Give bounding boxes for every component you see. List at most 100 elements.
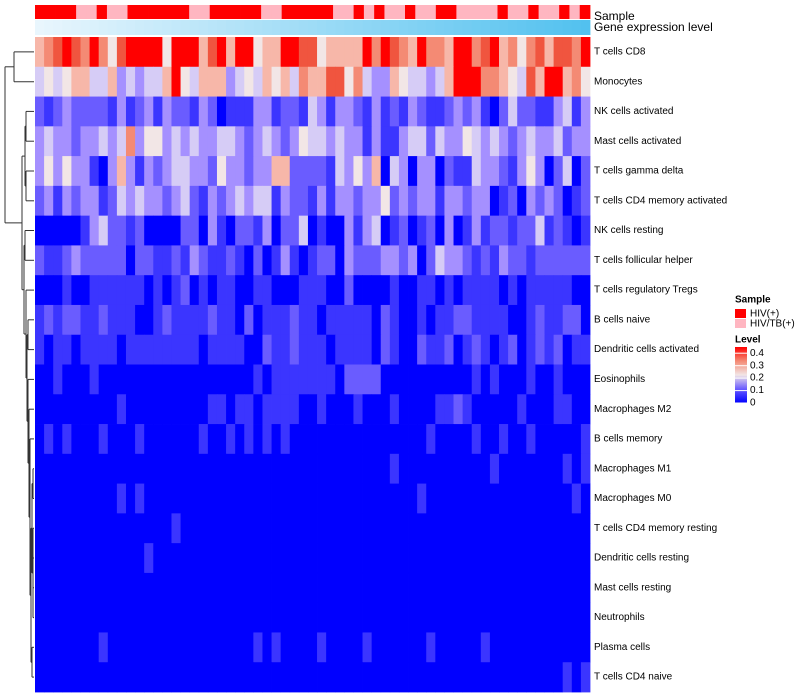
heatmap-cell — [335, 334, 345, 365]
heatmap-cell — [71, 394, 81, 425]
heatmap-cell — [508, 126, 518, 157]
heatmap-cell — [262, 424, 272, 455]
heatmap-cell — [153, 424, 163, 455]
heatmap-cell — [371, 513, 382, 544]
heatmap-cell — [380, 483, 391, 514]
heatmap-cell — [44, 483, 54, 514]
sample-legend-entries: HIV(+)HIV/TB(+) — [735, 309, 795, 330]
heatmap-cell — [44, 424, 54, 455]
heatmap-cell — [489, 662, 500, 693]
row-label: T cells regulatory Tregs — [594, 285, 698, 296]
sample-annotation-cell — [405, 5, 416, 19]
heatmap-cell — [508, 96, 518, 127]
heatmap-cell — [389, 185, 400, 217]
heatmap-cell — [216, 96, 227, 127]
heatmap-cell — [344, 215, 354, 246]
heatmap-cell — [489, 424, 500, 455]
heatmap-cell — [89, 364, 100, 395]
heatmap-cell — [289, 602, 300, 633]
gene-annotation-cell — [480, 20, 491, 35]
heatmap-cell — [508, 602, 518, 633]
heatmap-cell — [462, 513, 473, 544]
heatmap-cell — [580, 215, 591, 246]
heatmap-cell — [517, 275, 527, 306]
gene-annotation-cell — [462, 20, 473, 35]
heatmap-cell — [453, 483, 464, 514]
heatmap-cell — [444, 185, 454, 217]
heatmap-cell — [289, 364, 300, 395]
heatmap-cell — [289, 66, 300, 97]
heatmap-cell — [580, 394, 591, 425]
heatmap-cell — [89, 37, 100, 68]
heatmap-cell — [262, 37, 272, 68]
heatmap-cell — [298, 572, 309, 604]
heatmap-cell — [207, 602, 218, 633]
heatmap-cell — [171, 185, 181, 217]
heatmap-cell — [362, 245, 373, 276]
heatmap-cell — [553, 126, 564, 157]
heatmap-cell — [62, 275, 72, 306]
heatmap-cell — [198, 453, 209, 484]
heatmap-cell — [53, 156, 63, 187]
heatmap-cell — [71, 632, 81, 663]
heatmap-cell — [389, 275, 400, 306]
gene-annotation-cell — [198, 20, 209, 35]
heatmap-cell — [244, 304, 254, 336]
heatmap-cell — [462, 156, 473, 187]
heatmap-cell — [580, 364, 591, 395]
heatmap-cell — [271, 334, 282, 365]
sample-annotation-cell — [425, 5, 437, 19]
heatmap-cell — [517, 424, 527, 455]
heatmap-cell — [380, 453, 391, 484]
heatmap-cell — [153, 453, 163, 484]
heatmap-cell — [226, 185, 236, 217]
heatmap-cell — [135, 543, 145, 574]
heatmap-cell — [535, 543, 545, 574]
heatmap-cell — [207, 245, 218, 276]
heatmap-cell — [571, 483, 582, 514]
heatmap-cell — [253, 126, 263, 157]
heatmap-cell — [71, 334, 81, 365]
heatmap-cell — [189, 453, 200, 484]
heatmap-cell — [198, 66, 209, 97]
heatmap-cell — [435, 304, 445, 336]
heatmap-cell — [571, 66, 582, 97]
heatmap-cell — [125, 245, 136, 276]
row-dendrogram — [4, 51, 34, 678]
heatmap-cell — [571, 632, 582, 663]
heatmap-cell — [471, 96, 482, 127]
heatmap-cell — [408, 513, 418, 544]
heatmap-cell — [398, 662, 409, 693]
heatmap-cell — [280, 543, 291, 574]
heatmap-cell — [553, 96, 564, 127]
heatmap-cell — [153, 513, 163, 544]
heatmap-cell — [289, 96, 300, 127]
heatmap-cell — [62, 126, 72, 157]
heatmap-cell — [544, 245, 555, 276]
heatmap-cell — [417, 245, 427, 276]
heatmap-cell — [171, 66, 181, 97]
heatmap-cell — [453, 334, 464, 365]
heatmap-cell — [244, 424, 254, 455]
heatmap-cell — [417, 304, 427, 336]
heatmap-cell — [216, 602, 227, 633]
heatmap-cell — [207, 185, 218, 217]
heatmap-cell — [98, 275, 109, 306]
heatmap-cell — [289, 424, 300, 455]
heatmap-cell — [235, 66, 245, 97]
heatmap-cell — [362, 543, 373, 574]
sample-annotation-cell — [158, 5, 170, 19]
sample-legend-title: Sample — [735, 295, 771, 306]
heatmap-cell — [89, 424, 100, 455]
heatmap-cell — [162, 66, 172, 97]
heatmap-cell — [444, 37, 454, 68]
heatmap-cell — [471, 156, 482, 187]
heatmap-cell — [553, 394, 564, 425]
heatmap-cell — [125, 126, 136, 157]
heatmap-cell — [398, 364, 409, 395]
heatmap-cell — [180, 543, 191, 574]
heatmap-cell — [480, 483, 491, 514]
heatmap-cell — [98, 424, 109, 455]
heatmap-cell — [180, 632, 191, 663]
